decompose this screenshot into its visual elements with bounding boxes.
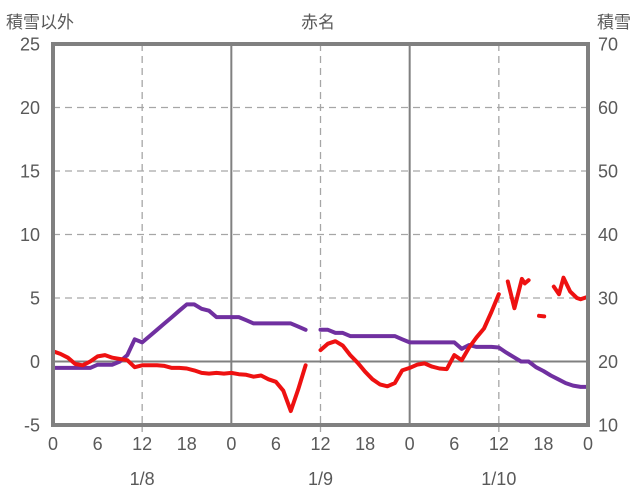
x-tick-label: 6: [271, 434, 281, 454]
left-axis-title: 積雪以外: [6, 13, 74, 32]
date-labels: 1/8 1/9 1/10: [130, 469, 517, 489]
y-left-tick-label: 5: [30, 288, 40, 308]
y-left-tick-label: 25: [20, 34, 40, 54]
x-tick-label: 6: [93, 434, 103, 454]
y-right-tick-label: 60: [598, 98, 618, 118]
x-tick-label: 0: [405, 434, 415, 454]
x-tick-label: 0: [48, 434, 58, 454]
y-right-tick-label: 20: [598, 352, 618, 372]
series-segment: [51, 349, 308, 413]
x-axis-labels: 0 6 12 18 0 6 12 18 0 6 12 18 0: [48, 434, 593, 454]
x-tick-label: 0: [583, 434, 593, 454]
solid-gridlines: [53, 44, 588, 425]
x-tick-label: 18: [177, 434, 197, 454]
y-right-tick-label: 10: [598, 415, 618, 435]
x-tick-label: 12: [489, 434, 509, 454]
series-segment: [51, 302, 308, 370]
x-tick-label: 12: [132, 434, 152, 454]
series-segment: [318, 327, 590, 389]
x-tick-label: 18: [355, 434, 375, 454]
series-segment: [505, 276, 531, 311]
y-left-tick-label: -5: [24, 415, 40, 435]
series-line-snow-depth: [51, 302, 590, 389]
y-axis-left-labels: 25 20 15 10 5 0 -5: [20, 34, 40, 435]
plot-border: [51, 42, 590, 427]
y-right-tick-label: 30: [598, 288, 618, 308]
date-label: 1/9: [308, 469, 333, 489]
date-label: 1/8: [130, 469, 155, 489]
y-left-tick-label: 20: [20, 98, 40, 118]
y-right-tick-label: 70: [598, 34, 618, 54]
series-segment: [318, 292, 501, 389]
series-segment: [537, 313, 547, 319]
chart-title: 赤名: [301, 13, 335, 32]
x-tick-label: 6: [449, 434, 459, 454]
dashed-gridlines: [53, 44, 588, 432]
y-left-tick-label: 10: [20, 225, 40, 245]
y-axis-right-labels: 70 60 50 40 30 20 10: [598, 34, 618, 435]
y-right-tick-label: 50: [598, 161, 618, 181]
right-axis-title: 積雪: [597, 13, 631, 32]
series-segment: [551, 275, 590, 302]
x-tick-label: 18: [533, 434, 553, 454]
series-line-other-than-snow: [51, 275, 590, 413]
y-left-tick-label: 0: [30, 352, 40, 372]
y-left-tick-label: 15: [20, 161, 40, 181]
date-label: 1/10: [481, 469, 516, 489]
y-right-tick-label: 40: [598, 225, 618, 245]
x-tick-label: 0: [226, 434, 236, 454]
x-tick-label: 12: [310, 434, 330, 454]
